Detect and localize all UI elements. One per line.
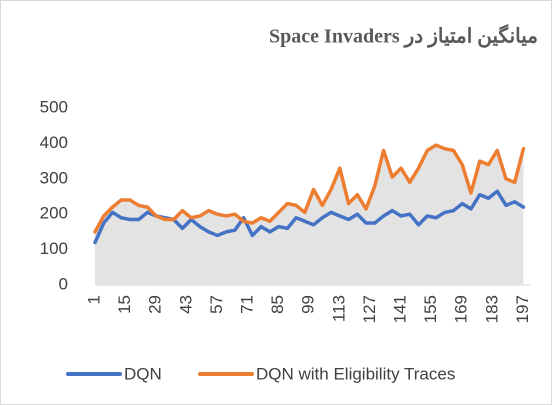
series-line <box>93 143 526 234</box>
x-tick-label: 155 <box>421 295 440 323</box>
y-tick-label: 300 <box>40 168 68 187</box>
area-fill <box>95 145 524 285</box>
x-tick-label: 43 <box>176 295 195 314</box>
x-tick-label: 99 <box>299 295 318 314</box>
x-tick-label: 15 <box>115 295 134 314</box>
x-tick-label: 127 <box>360 295 379 323</box>
y-tick-label: 400 <box>40 133 68 152</box>
y-tick-label: 200 <box>40 204 68 223</box>
chart-title: میانگین امتیاز در Space Invaders <box>269 24 538 49</box>
x-tick-label: 57 <box>207 295 226 314</box>
x-tick-label: 71 <box>237 295 256 314</box>
x-tick-label: 85 <box>268 295 287 314</box>
x-tick-label: 1 <box>84 295 103 304</box>
legend-label: DQN with Eligibility Traces <box>256 364 455 383</box>
x-tick-label: 197 <box>513 295 532 323</box>
y-tick-label: 0 <box>59 274 68 293</box>
y-tick-label: 100 <box>40 239 68 258</box>
y-tick-label: 500 <box>40 97 68 116</box>
x-tick-label: 113 <box>329 295 348 322</box>
x-tick-label: 141 <box>391 295 410 323</box>
x-tick-label: 29 <box>146 295 165 314</box>
x-tick-label: 183 <box>482 295 501 323</box>
legend-label: DQN <box>124 364 162 383</box>
x-tick-label: 169 <box>452 295 471 323</box>
